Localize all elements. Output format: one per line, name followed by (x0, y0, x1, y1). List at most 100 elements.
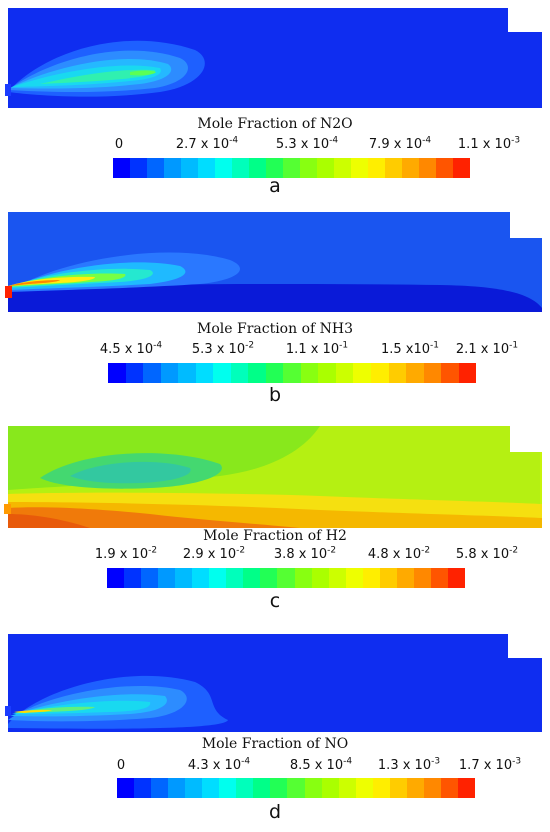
colorbar-segment (406, 363, 424, 383)
colorbar-title: Mole Fraction of NO (201, 736, 349, 752)
panel-label: a (269, 175, 281, 197)
colorbar-segment (248, 363, 266, 383)
colorbar-segment (215, 158, 232, 178)
colorbar-segment (423, 363, 442, 383)
colorbar-tick: 2.7 x 10-4 (175, 135, 239, 152)
colorbar-segment (402, 158, 419, 178)
colorbar-tick: 1.3 x 10-3 (377, 756, 441, 773)
colorbar-segment (311, 568, 329, 588)
colorbar-segment (226, 568, 244, 588)
colorbar-tick: 4.3 x 10-4 (187, 756, 251, 773)
colorbar-tick: 1.7 x 10-3 (458, 756, 522, 773)
colorbar-segment (107, 568, 125, 588)
colorbar-tick: 2.9 x 10-2 (182, 545, 246, 562)
colorbar-segment (328, 568, 346, 588)
colorbar-segment (202, 778, 220, 798)
colorbar-segment (317, 158, 334, 178)
colorbar-segment (413, 568, 431, 588)
colorbar-segment (260, 568, 278, 588)
contour-plot-no (5, 634, 542, 732)
colorbar-tick: 0 (116, 758, 126, 773)
colorbar-segment (253, 778, 271, 798)
colorbar-segment (345, 568, 363, 588)
colorbar-title: Mole Fraction of N2O (197, 116, 353, 132)
colorbar-tick: 7.9 x 10-4 (368, 135, 432, 152)
panel-a: Mole Fraction of N2O 0 2.7 x 10-4 5.3 x … (0, 0, 550, 208)
colorbar-segment (209, 568, 227, 588)
colorbar-segment (441, 363, 459, 383)
colorbar-segment (151, 778, 169, 798)
colorbar-segment (230, 363, 249, 383)
colorbar-segment (175, 568, 193, 588)
colorbar-segment (108, 363, 126, 383)
colorbar-segment (266, 158, 283, 178)
colorbar-tick: 5.3 x 10-4 (275, 135, 339, 152)
colorbar-tick: 4.5 x 10-4 (99, 340, 163, 357)
colorbar-title: Mole Fraction of NH3 (197, 321, 353, 337)
colorbar (117, 778, 475, 798)
colorbar-segment (283, 363, 301, 383)
colorbar-segment (321, 778, 339, 798)
colorbar-tick: 5.3 x 10-2 (191, 340, 255, 357)
colorbar-segment (334, 158, 351, 178)
colorbar-segment (318, 363, 336, 383)
panel-b: Mole Fraction of NH3 4.5 x 10-4 5.3 x 10… (0, 208, 550, 416)
colorbar-segment (141, 568, 159, 588)
colorbar-segment (458, 363, 477, 383)
colorbar-segment (300, 158, 317, 178)
panel-label: c (269, 590, 281, 612)
colorbar-segment (113, 158, 130, 178)
colorbar-segment (287, 778, 305, 798)
panel-c: Mole Fraction of H2 1.9 x 10-2 2.9 x 10-… (0, 416, 550, 624)
panel-d: Mole Fraction of NO 0 4.3 x 10-4 8.5 x 1… (0, 624, 550, 832)
colorbar-segment (219, 778, 237, 798)
colorbar-segment (232, 158, 249, 178)
colorbar-segment (396, 568, 414, 588)
colorbar-segment (134, 778, 152, 798)
colorbar-segment (283, 158, 300, 178)
colorbar-segment (236, 778, 254, 798)
colorbar-segment (436, 158, 453, 178)
colorbar-segment (351, 158, 368, 178)
colorbar-segment (368, 158, 385, 178)
colorbar-segment (195, 363, 214, 383)
colorbar-segment (362, 568, 380, 588)
colorbar-segment (388, 363, 407, 383)
colorbar-segment (164, 158, 181, 178)
colorbar-segment (300, 363, 319, 383)
colorbar-tick: 4.8 x 10-2 (367, 545, 431, 562)
colorbar-tick: 1.1 x 10-3 (457, 135, 521, 152)
colorbar-segment (406, 778, 424, 798)
colorbar-tick: 3.8 x 10-2 (273, 545, 337, 562)
colorbar-tick: 2.1 x 10-1 (455, 340, 519, 357)
colorbar-segment (117, 778, 135, 798)
colorbar-segment (147, 158, 164, 178)
colorbar-segment (423, 778, 441, 798)
colorbar-segment (125, 363, 144, 383)
colorbar-segment (370, 363, 389, 383)
colorbar-segment (389, 778, 407, 798)
colorbar-tick: 1.1 x 10-1 (285, 340, 349, 357)
colorbar (107, 568, 465, 588)
colorbar-segment (124, 568, 142, 588)
colorbar-segment (304, 778, 322, 798)
colorbar-segment (419, 158, 436, 178)
colorbar-segment (335, 363, 354, 383)
colorbar-segment (168, 778, 186, 798)
colorbar-segment (457, 778, 475, 798)
colorbar-segment (158, 568, 176, 588)
colorbar-segment (198, 158, 215, 178)
panel-label: b (268, 384, 282, 406)
colorbar-segment (430, 568, 448, 588)
colorbar-segment (379, 568, 397, 588)
contour-plot-n2o (5, 8, 542, 108)
colorbar-segment (294, 568, 312, 588)
colorbar-tick: 1.5 x10-1 (380, 340, 440, 357)
colorbar-segment (185, 778, 203, 798)
colorbar-segment (265, 363, 284, 383)
colorbar-segment (160, 363, 179, 383)
colorbar-segment (353, 363, 371, 383)
colorbar (113, 158, 470, 178)
colorbar-tick: 5.8 x 10-2 (455, 545, 519, 562)
colorbar-segment (213, 363, 231, 383)
